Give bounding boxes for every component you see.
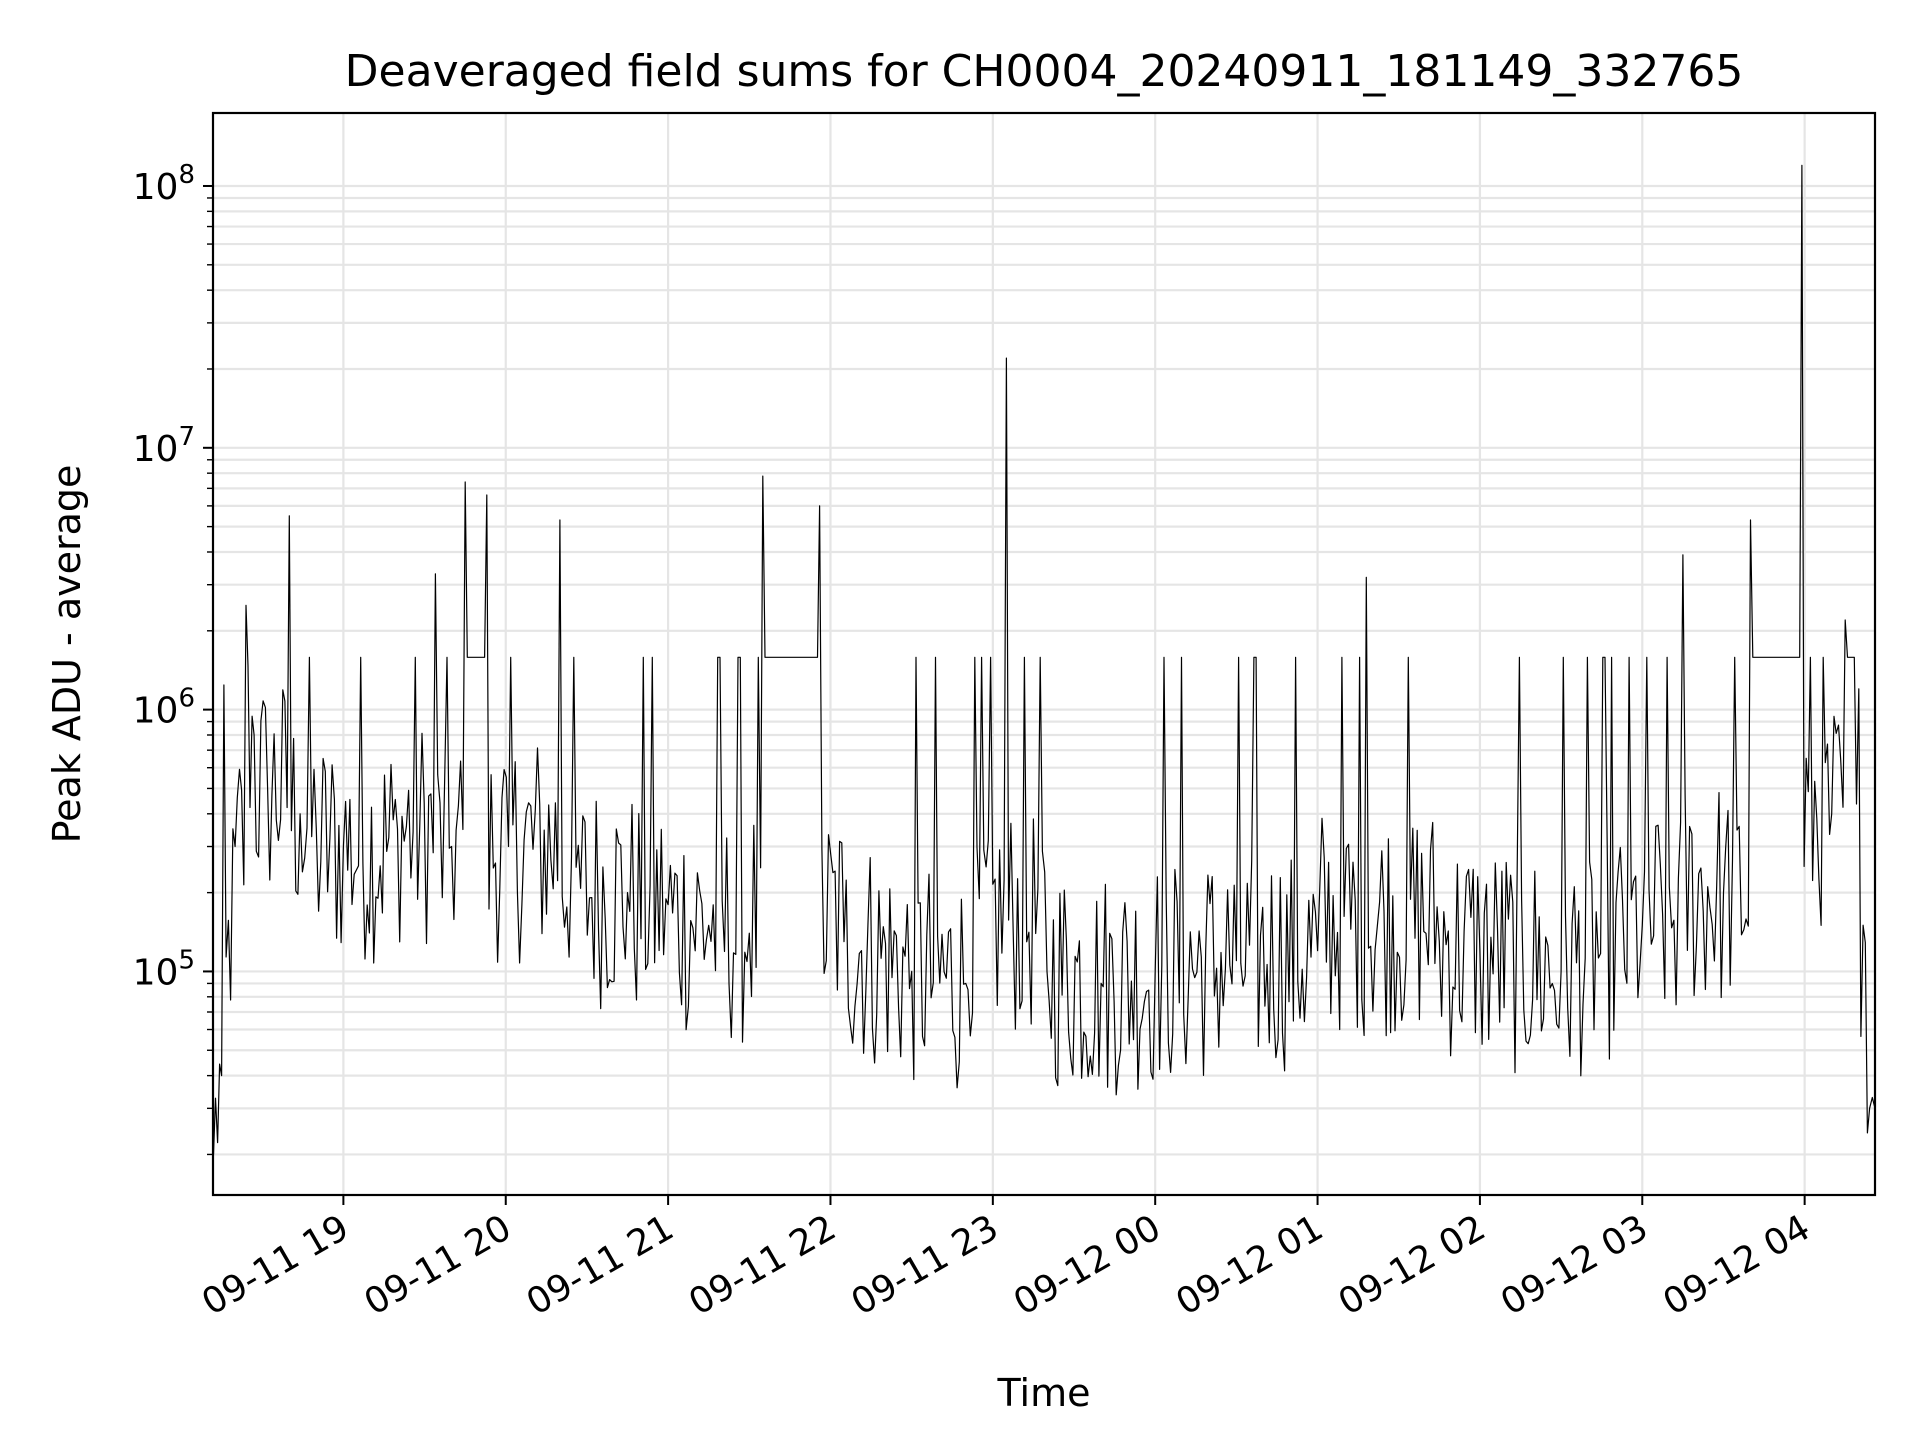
plot-frame (211, 111, 1877, 1197)
x-axis-label: Time (997, 1371, 1091, 1415)
series-line (212, 164, 1876, 1155)
data-series (212, 164, 1876, 1155)
y-axis-label: Peak ADU - average (45, 465, 89, 844)
grid-lines (213, 113, 1875, 1195)
y-tick-label: 108 (133, 160, 195, 208)
y-tick-label: 105 (133, 945, 195, 993)
y-tick-label: 106 (133, 684, 195, 732)
chart-title: Deaveraged field sums for CH0004_2024091… (345, 46, 1744, 97)
y-tick-label: 107 (133, 422, 195, 470)
